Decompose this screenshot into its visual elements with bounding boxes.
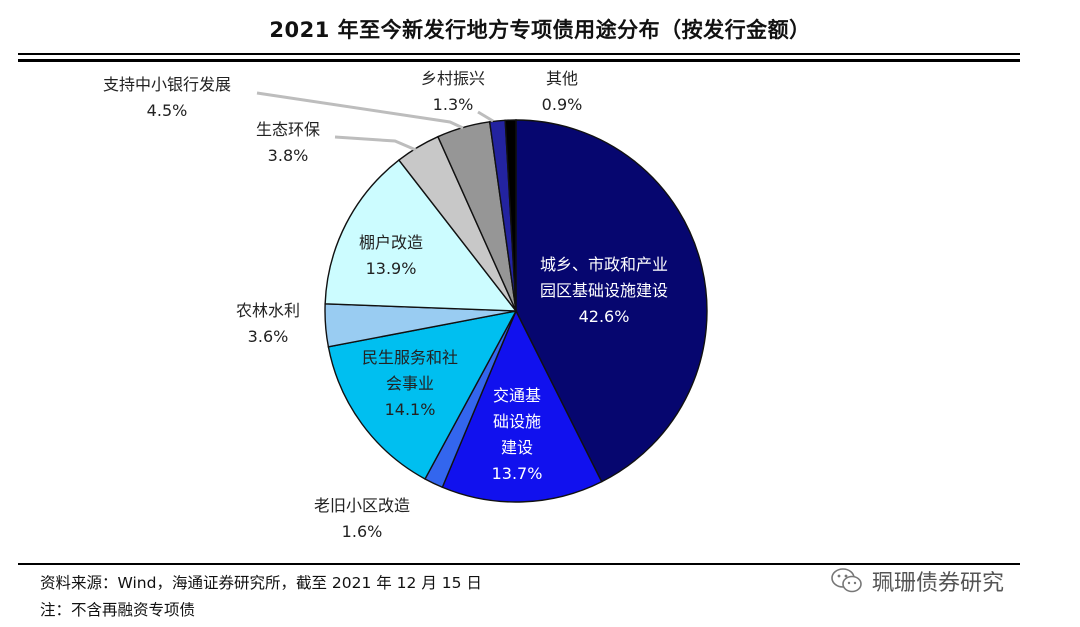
slice-value-transport: 13.7% [492,464,543,483]
leader-line-eco [334,135,417,152]
slice-value-old-community: 1.6% [342,522,383,541]
slice-label-transport: 建设 [501,438,533,457]
slice-label-urban-industrial: 园区基础设施建设 [540,281,668,300]
pie-slice-transport [441,309,603,503]
slice-label-urban-industrial: 城乡、市政和产业 [540,255,668,274]
footnote: 注：不含再融资专项债 [40,601,196,619]
leader-line-rural [477,110,494,123]
slice-label-livelihood: 会事业 [386,374,434,393]
title-rule-thick [18,59,1020,62]
watermark-text: 珮珊债券研究 [872,571,1005,596]
slice-label-rural: 乡村振兴 [421,69,485,88]
slice-value-agri-water: 3.6% [248,327,289,346]
slice-value-urban-industrial: 42.6% [579,307,630,326]
title-rule-thin [18,53,1020,55]
slice-value-rural: 1.3% [433,95,474,114]
slice-value-shantytown: 13.9% [366,259,417,278]
slice-label-transport: 础设施 [493,412,541,431]
slice-label-other: 其他 [546,69,578,88]
footer-rule [18,563,1020,565]
slice-value-other: 0.9% [542,95,583,114]
pie-slice-shantytown [324,159,518,312]
pie-slice-livelihood [327,310,518,480]
leader-line-small-bank [256,91,464,130]
chart-title: 2021 年至今新发行地方专项债用途分布（按发行金额） [269,18,811,42]
slice-label-small-bank: 支持中小银行发展 [103,75,231,94]
pie-slice-urban-industrial [515,119,708,483]
slice-value-eco: 3.8% [268,146,309,165]
wechat-icon [831,568,862,593]
slice-label-eco: 生态环保 [256,120,320,139]
slice-value-small-bank: 4.5% [147,101,188,120]
slice-label-old-community: 老旧小区改造 [314,496,410,515]
pie-slice-other [504,119,517,312]
slice-label-shantytown: 棚户改造 [359,233,423,252]
slice-label-livelihood: 民生服务和社 [362,348,458,367]
slice-label-transport: 交通基 [493,386,541,405]
watermark: 珮珊债券研究 [830,566,1004,596]
slice-label-agri-water: 农林水利 [236,301,300,320]
source-note: 资料来源：Wind，海通证券研究所，截至 2021 年 12 月 15 日 [40,574,482,592]
slice-value-livelihood: 14.1% [385,400,436,419]
